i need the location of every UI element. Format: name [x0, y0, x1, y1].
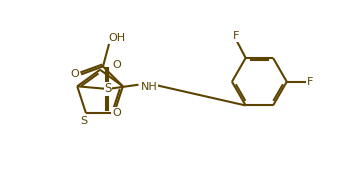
Text: O: O: [71, 69, 79, 79]
Text: S: S: [104, 82, 112, 95]
Text: F: F: [307, 77, 314, 87]
Text: NH: NH: [140, 82, 157, 92]
Text: O: O: [112, 108, 121, 118]
Text: F: F: [233, 31, 240, 41]
Text: O: O: [112, 60, 121, 70]
Text: OH: OH: [108, 33, 125, 43]
Text: S: S: [81, 116, 88, 126]
